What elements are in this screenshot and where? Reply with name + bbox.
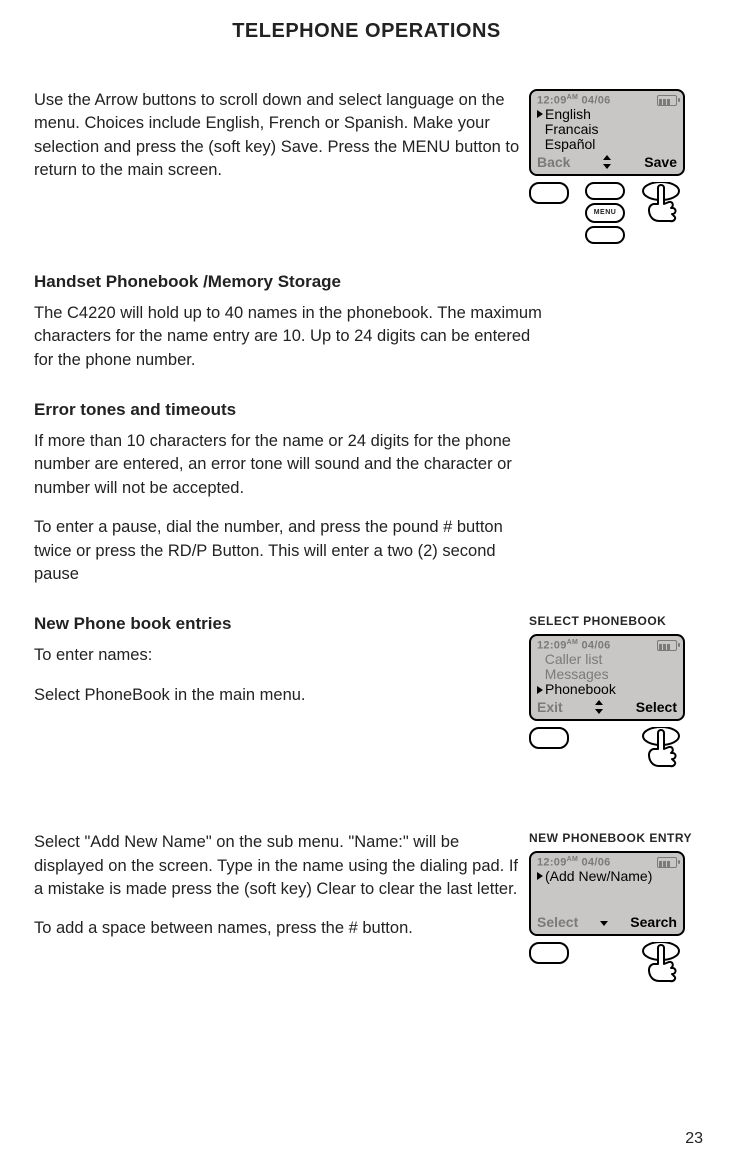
screen-label-select-phonebook: SELECT PHONEBOOK: [529, 614, 699, 628]
down-arrow-icon: [598, 918, 610, 926]
lang-option-espanol[interactable]: Español: [537, 137, 677, 152]
section-add-name: Select "Add New Name" on the sub menu. "…: [34, 831, 699, 992]
updown-arrow-icon: [601, 155, 613, 169]
screen-label-new-entry: NEW PHONEBOOK ENTRY: [529, 831, 699, 845]
softkey-back[interactable]: Back: [537, 154, 570, 170]
menu-caller-list[interactable]: Caller list: [537, 652, 677, 667]
para-add-new-name: Select "Add New Name" on the sub menu. "…: [34, 831, 521, 901]
intro-paragraph: Use the Arrow buttons to scroll down and…: [34, 89, 521, 183]
status-time: 12:09AM 04/06: [537, 94, 611, 107]
pressing-hand-icon: [641, 727, 681, 777]
menu-button[interactable]: MENU: [585, 203, 625, 223]
menu-messages[interactable]: Messages: [537, 667, 677, 682]
up-button[interactable]: [585, 182, 625, 200]
left-soft-button[interactable]: [529, 182, 569, 204]
battery-icon: [657, 857, 677, 868]
softkey-save[interactable]: Save: [644, 154, 677, 170]
heading-error-tones: Error tones and timeouts: [34, 400, 699, 420]
battery-icon: [657, 95, 677, 106]
lang-option-francais[interactable]: Francais: [537, 122, 677, 137]
para-phonebook-storage: The C4220 will hold up to 40 names in th…: [34, 302, 544, 372]
softkey-search[interactable]: Search: [630, 914, 677, 930]
para-select-phonebook: Select PhoneBook in the main menu.: [34, 684, 521, 707]
phone-screen-new-entry: 12:09AM 04/06 (Add New/Name) Select Sear…: [529, 851, 685, 936]
left-soft-button[interactable]: [529, 942, 569, 964]
down-button[interactable]: [585, 226, 625, 244]
para-pause-entry: To enter a pause, dial the number, and p…: [34, 516, 544, 586]
para-add-space: To add a space between names, press the …: [34, 917, 521, 940]
heading-new-entries: New Phone book entries: [34, 614, 521, 634]
pressing-hand-icon: [641, 182, 681, 232]
softkey-select[interactable]: Select: [636, 699, 677, 715]
entry-add-new-name[interactable]: (Add New/Name): [537, 869, 677, 884]
updown-arrow-icon: [593, 700, 605, 714]
section-new-entries: New Phone book entries To enter names: S…: [34, 614, 699, 777]
softkey-select-left[interactable]: Select: [537, 914, 578, 930]
heading-phonebook-storage: Handset Phonebook /Memory Storage: [34, 272, 699, 292]
page-number: 23: [685, 1130, 703, 1148]
softkey-exit[interactable]: Exit: [537, 699, 563, 715]
selection-triangle-icon: [537, 686, 543, 694]
page-title: TELEPHONE OPERATIONS: [34, 20, 699, 43]
selection-triangle-icon: [537, 872, 543, 880]
phone-screen-language: 12:09AM 04/06 English Francais Español B…: [529, 89, 685, 176]
status-time: 12:09AM 04/06: [537, 856, 611, 869]
battery-icon: [657, 640, 677, 651]
para-error-tones: If more than 10 characters for the name …: [34, 430, 544, 500]
phone-screen-select-phonebook: 12:09AM 04/06 Caller list Messages Phone…: [529, 634, 685, 721]
left-soft-button[interactable]: [529, 727, 569, 749]
selection-triangle-icon: [537, 110, 543, 118]
section-intro: Use the Arrow buttons to scroll down and…: [34, 89, 699, 244]
para-enter-names: To enter names:: [34, 644, 521, 667]
menu-phonebook[interactable]: Phonebook: [537, 682, 677, 697]
lang-option-english[interactable]: English: [537, 107, 677, 122]
pressing-hand-icon: [641, 942, 681, 992]
